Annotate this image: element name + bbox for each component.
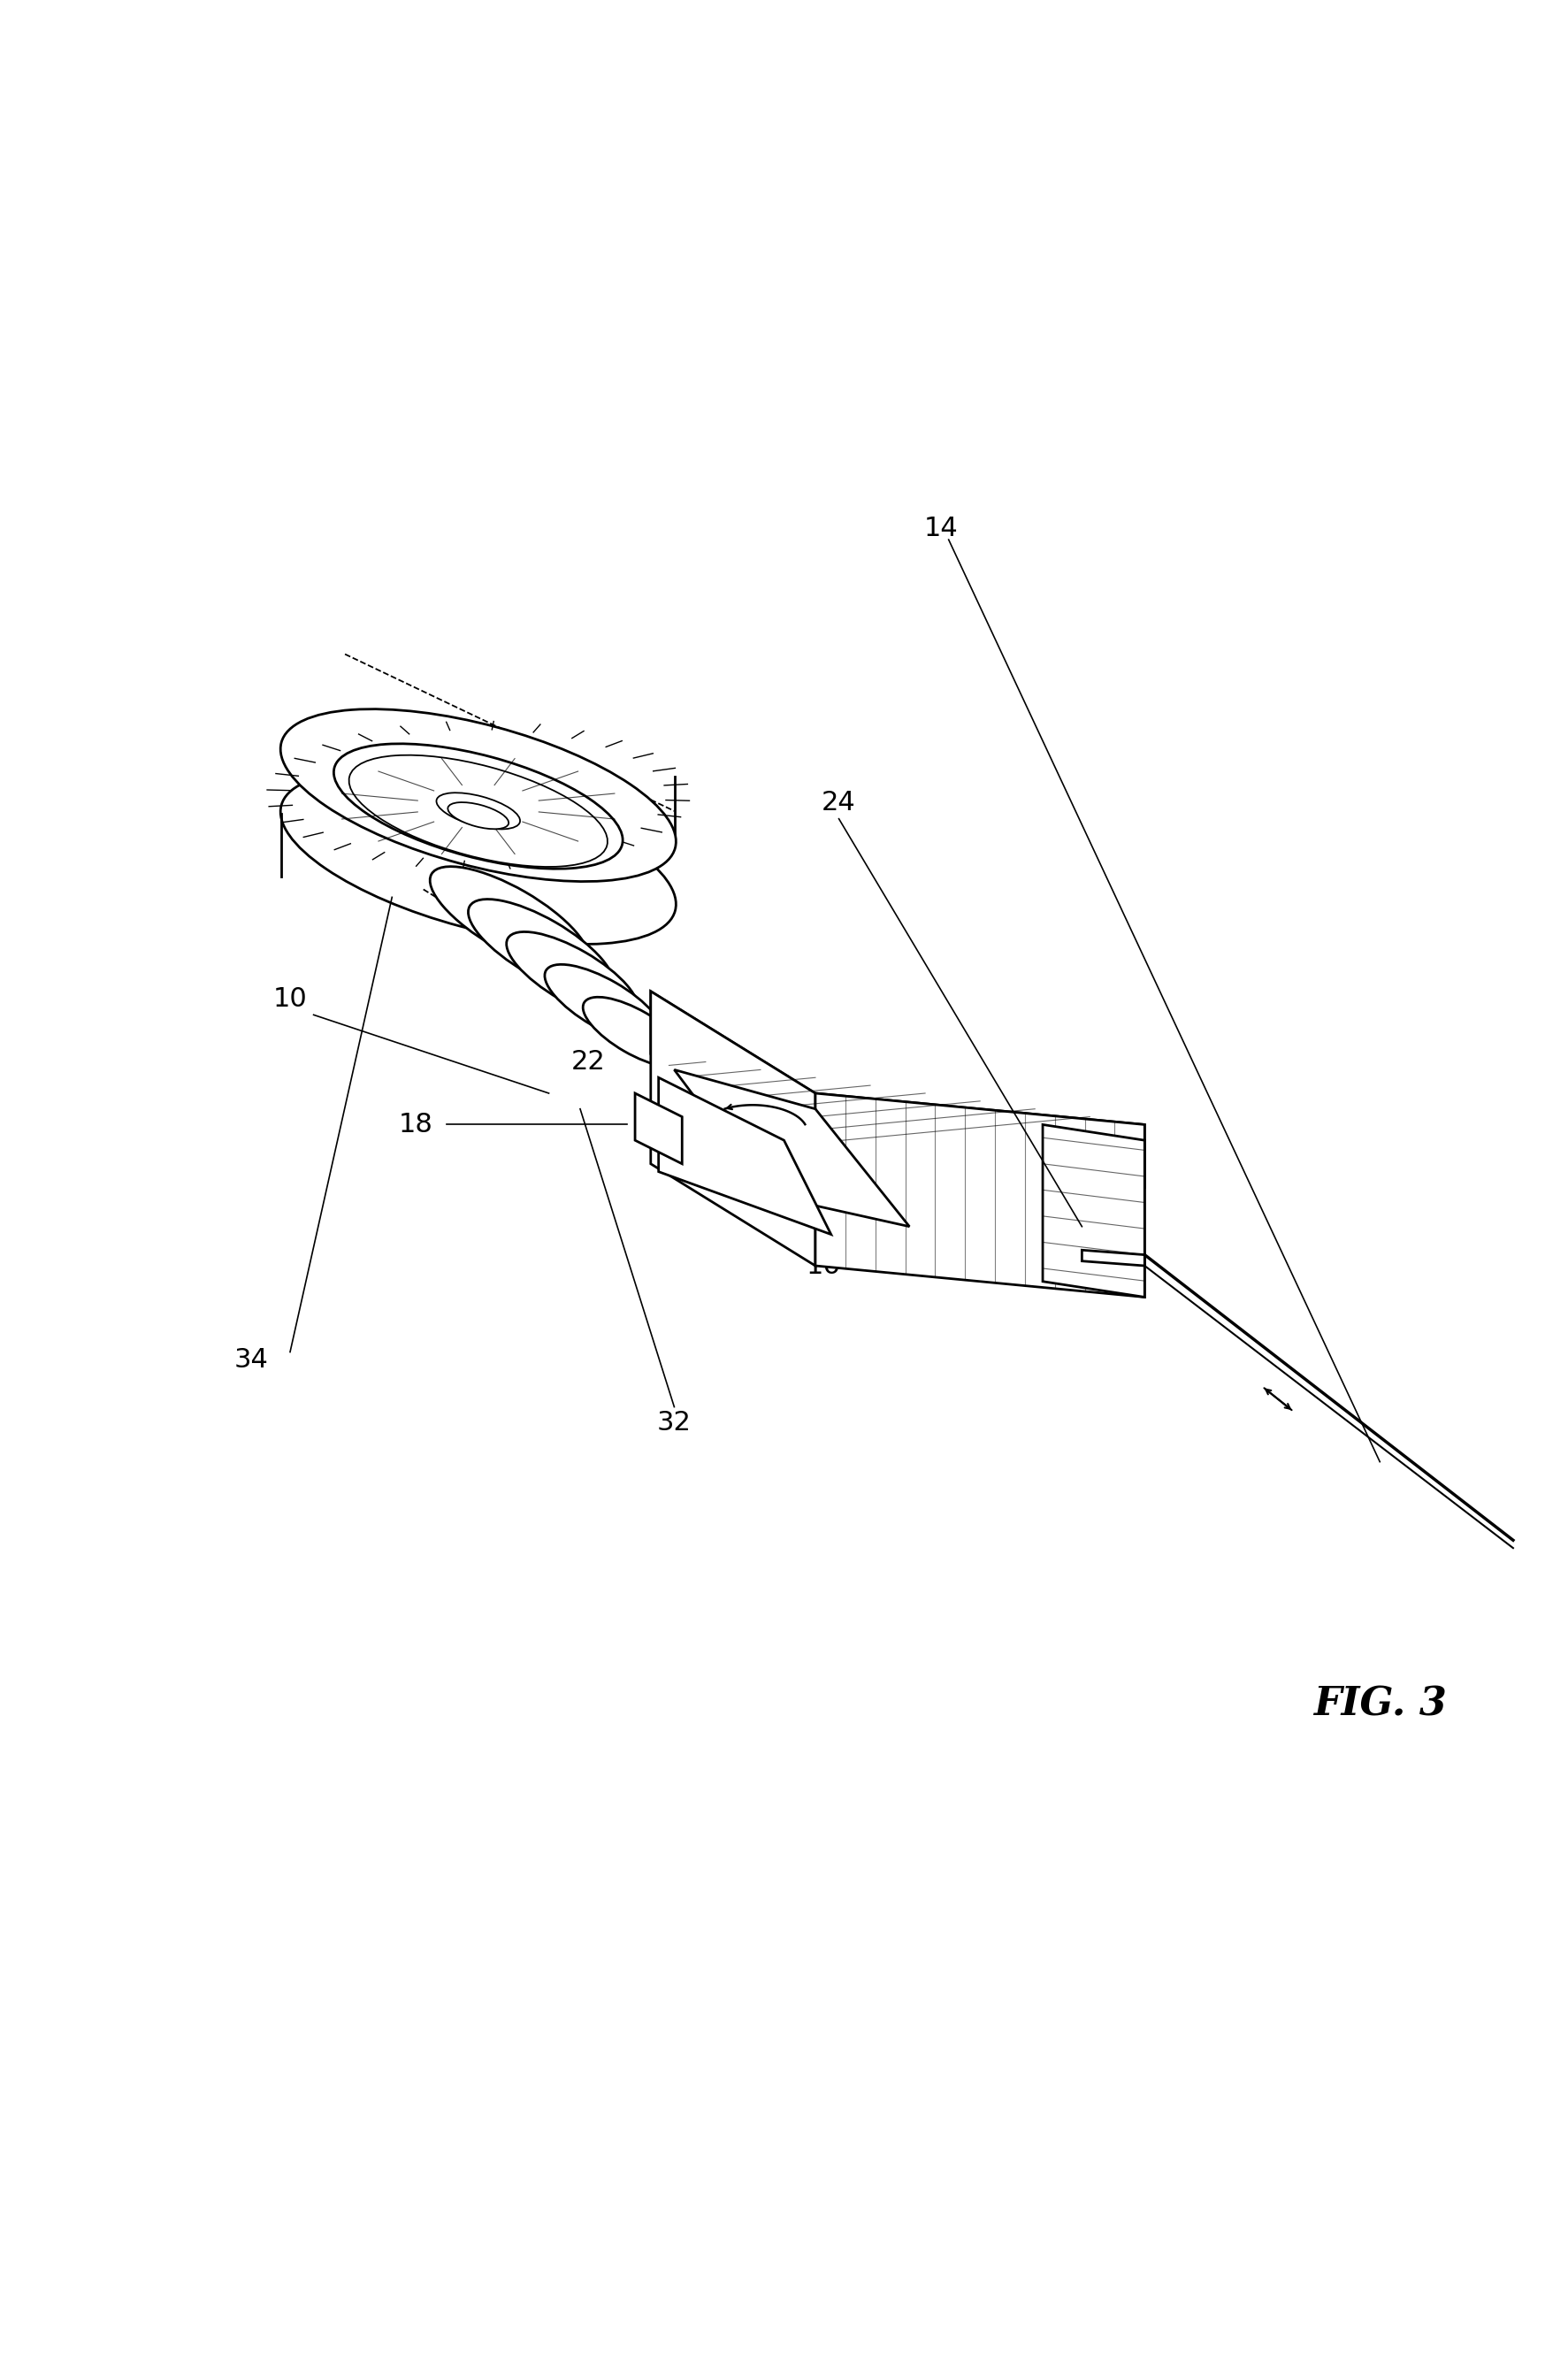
- Text: 24: 24: [822, 790, 856, 816]
- Ellipse shape: [436, 793, 521, 828]
- Text: FIG. 3: FIG. 3: [1312, 1687, 1447, 1724]
- Text: 34: 34: [234, 1347, 268, 1373]
- Polygon shape: [815, 1092, 1145, 1297]
- Text: 16: 16: [806, 1253, 840, 1279]
- Polygon shape: [651, 991, 815, 1267]
- Text: 18: 18: [398, 1111, 433, 1137]
- Text: 10: 10: [273, 986, 307, 1012]
- Ellipse shape: [506, 932, 638, 1019]
- Polygon shape: [659, 1078, 831, 1234]
- Ellipse shape: [350, 755, 607, 866]
- Text: 22: 22: [571, 1050, 605, 1076]
- Polygon shape: [1043, 1125, 1145, 1297]
- Text: 14: 14: [924, 517, 958, 543]
- Ellipse shape: [583, 998, 687, 1066]
- Polygon shape: [651, 991, 1145, 1187]
- Text: 32: 32: [657, 1411, 691, 1434]
- Text: 20: 20: [994, 1229, 1029, 1255]
- Polygon shape: [674, 1069, 909, 1227]
- Ellipse shape: [430, 866, 590, 972]
- Ellipse shape: [448, 802, 508, 828]
- Polygon shape: [635, 1092, 682, 1163]
- Ellipse shape: [544, 965, 663, 1043]
- Ellipse shape: [469, 899, 613, 995]
- Ellipse shape: [334, 743, 622, 868]
- Polygon shape: [1082, 1250, 1145, 1267]
- Ellipse shape: [281, 710, 676, 882]
